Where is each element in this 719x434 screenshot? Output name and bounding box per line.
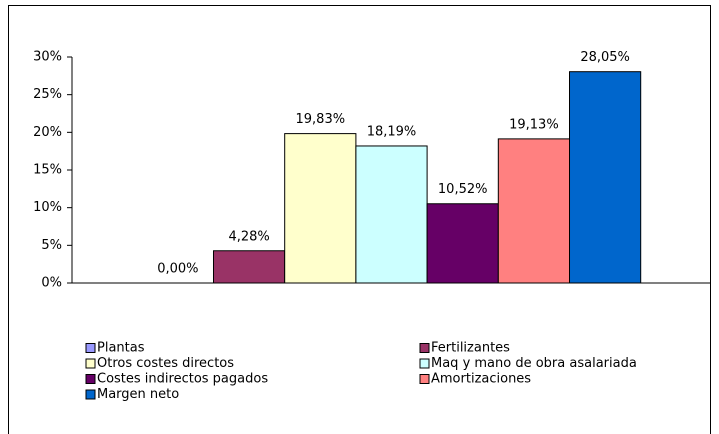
legend-label: Maq y mano de obra asalariada bbox=[431, 356, 637, 371]
legend-swatch bbox=[85, 374, 96, 384]
data-label: 19,13% bbox=[509, 117, 559, 132]
data-label: 10,52% bbox=[438, 182, 488, 197]
legend-label: Amortizaciones bbox=[431, 372, 531, 387]
y-tick-label: 10% bbox=[33, 200, 62, 215]
y-tick-label: 0% bbox=[41, 276, 62, 291]
y-tick-label: 5% bbox=[41, 238, 62, 253]
bar bbox=[426, 203, 499, 284]
y-tick-label: 30% bbox=[33, 50, 62, 65]
bar bbox=[497, 138, 571, 284]
bar bbox=[212, 250, 286, 284]
legend-swatch bbox=[419, 374, 430, 384]
legend-label: Plantas bbox=[97, 341, 145, 356]
y-tick-label: 15% bbox=[33, 163, 62, 178]
legend-label: Otros costes directos bbox=[97, 356, 234, 371]
bar bbox=[355, 145, 428, 284]
legend-label: Fertilizantes bbox=[431, 341, 510, 356]
data-label: 0,00% bbox=[157, 262, 198, 277]
data-label: 28,05% bbox=[580, 50, 630, 65]
legend-swatch bbox=[85, 358, 96, 369]
bar bbox=[284, 133, 357, 284]
data-label: 19,83% bbox=[296, 112, 346, 127]
data-label: 18,19% bbox=[367, 124, 417, 139]
legend-label: Margen neto bbox=[97, 387, 179, 402]
legend-swatch bbox=[85, 389, 96, 400]
bar bbox=[569, 71, 642, 284]
legend-swatch bbox=[419, 358, 430, 369]
legend-swatch bbox=[85, 343, 96, 353]
data-label: 4,28% bbox=[228, 229, 269, 244]
y-tick-label: 25% bbox=[33, 87, 62, 102]
y-tick-label: 20% bbox=[33, 125, 62, 140]
legend-swatch bbox=[419, 343, 430, 353]
legend-label: Costes indirectos pagados bbox=[97, 372, 268, 387]
